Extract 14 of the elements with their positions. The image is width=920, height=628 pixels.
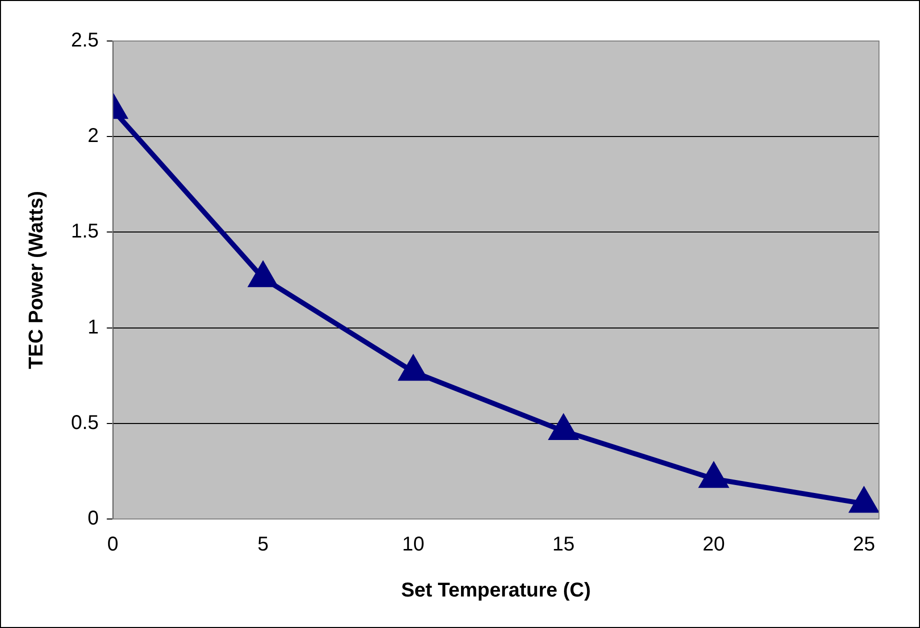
x-axis-title: Set Temperature (C) [401, 580, 591, 602]
x-tick-label: 10 [402, 534, 424, 556]
y-tick-label: 2 [88, 125, 99, 148]
x-tick-label: 15 [552, 534, 575, 556]
y-tick-label: 1.5 [70, 220, 99, 243]
x-tick-label: 0 [107, 534, 118, 556]
y-tick-label: 1 [88, 316, 99, 338]
y-tick-label: 0.5 [70, 412, 99, 434]
x-tick-label: 20 [702, 534, 725, 556]
y-axis-title: TEC Power (Watts) [26, 190, 48, 370]
x-tick-label: 5 [257, 534, 269, 556]
y-tick-label: 0 [88, 508, 99, 530]
x-tick-label: 25 [852, 534, 876, 556]
y-tick-label: 2.5 [70, 30, 99, 52]
